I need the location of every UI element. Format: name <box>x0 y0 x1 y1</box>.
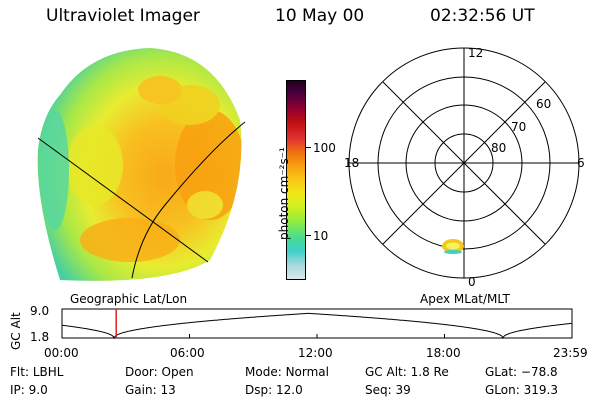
ip-value: 9.0 <box>28 383 48 397</box>
altitude-x-tick-marks <box>61 334 573 338</box>
colorbar-tick-mark <box>306 147 311 148</box>
altitude-curve <box>61 312 573 339</box>
filter-value: LBHL <box>32 365 64 379</box>
time-tick-1200: 12:00 <box>298 346 333 360</box>
lat-lon-grid-lines <box>37 121 246 279</box>
time-tick-0600: 06:00 <box>170 346 205 360</box>
date-label: 10 May 00 <box>275 6 365 26</box>
colorbar-unit-label: photon cm⁻²s⁻¹ <box>277 147 291 240</box>
auroral-spot <box>442 239 464 254</box>
mlt-label-6: 6 <box>577 156 585 170</box>
color-scale-gradient <box>287 81 305 279</box>
mlt-label-18: 18 <box>344 156 360 170</box>
gain-value: 13 <box>160 383 176 397</box>
glat-value: −78.8 <box>520 365 558 379</box>
color-scale-bar <box>286 80 306 280</box>
door-label: Door: <box>125 365 158 379</box>
glon-label: GLon: <box>485 383 520 397</box>
seq-label: Seq: <box>365 383 392 397</box>
colorbar-tick-mark <box>306 235 311 236</box>
altitude-ytick-1-8: 1.8 <box>30 330 50 344</box>
altitude-ytick-9: 9.0 <box>30 304 50 318</box>
mlat-label-60: 60 <box>536 97 552 111</box>
colorbar-tick-10: 10 <box>313 229 329 243</box>
time-tick-0000: 00:00 <box>44 346 79 360</box>
dsp-label: Dsp: <box>245 383 273 397</box>
altitude-timeline-plot <box>61 308 573 339</box>
time-tick-1800: 18:00 <box>426 346 461 360</box>
mlt-label-0: 0 <box>468 275 476 289</box>
mlt-label-12: 12 <box>468 46 484 60</box>
dsp-value: 12.0 <box>275 383 303 397</box>
polar-grid <box>348 47 580 279</box>
altitude-y-label: GC Alt <box>9 312 23 350</box>
gain-label: Gain: <box>125 383 157 397</box>
mlat-label-70: 70 <box>511 120 527 134</box>
filter-label: Flt: <box>10 365 29 379</box>
mode-value: Normal <box>285 365 329 379</box>
colorbar-tick-100: 100 <box>313 141 336 155</box>
glon-value: 319.3 <box>523 383 558 397</box>
ip-label: IP: <box>10 383 25 397</box>
gc-alt-value: 1.8 Re <box>410 365 449 379</box>
instrument-title: Ultraviolet Imager <box>46 6 200 26</box>
time-tick-2359: 23:59 <box>553 346 588 360</box>
right-panel-caption: Apex MLat/MLT <box>420 292 510 306</box>
seq-value: 39 <box>395 383 411 397</box>
door-value: Open <box>161 365 194 379</box>
left-panel-caption: Geographic Lat/Lon <box>70 292 188 306</box>
mode-label: Mode: <box>245 365 282 379</box>
gc-alt-label: GC Alt: <box>365 365 407 379</box>
glat-label: GLat: <box>485 365 518 379</box>
polar-mlat-mlt-plot <box>348 47 580 279</box>
mlat-label-80: 80 <box>491 141 507 155</box>
time-label: 02:32:56 UT <box>430 6 535 26</box>
earth-disc-image <box>37 48 242 281</box>
